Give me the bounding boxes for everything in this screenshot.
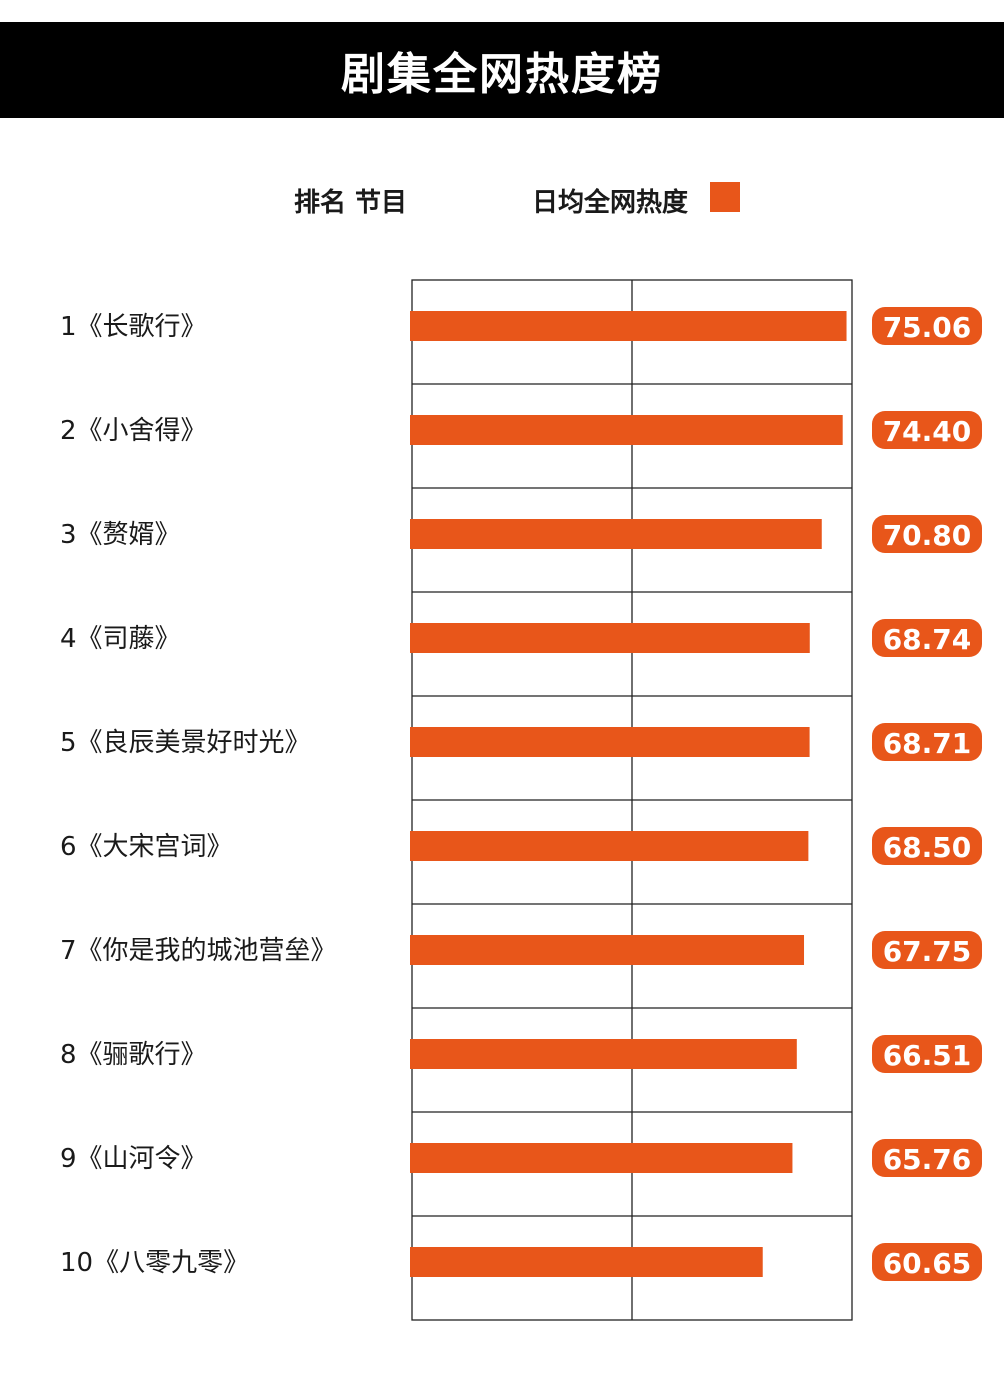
value-badge [872, 723, 982, 761]
value-label: 74.40 [883, 415, 972, 448]
value-badge [872, 931, 982, 969]
category-label: 7《你是我的城池营垒》 [60, 936, 337, 966]
bar [410, 1247, 763, 1277]
value-label: 66.51 [883, 1039, 972, 1072]
category-label: 1《长歌行》 [60, 312, 207, 342]
value-badge [872, 1243, 982, 1281]
value-label: 60.65 [883, 1247, 972, 1280]
bar [410, 415, 843, 445]
value-label: 68.74 [883, 623, 972, 656]
bar [410, 831, 809, 861]
bar [410, 311, 847, 341]
category-label: 9《山河令》 [60, 1144, 207, 1174]
category-label: 5《良辰美景好时光》 [60, 728, 311, 758]
category-label: 3《赘婿》 [60, 520, 181, 550]
value-badge [872, 515, 982, 553]
bar [410, 1039, 797, 1069]
value-label: 68.50 [883, 831, 972, 864]
value-label: 70.80 [883, 519, 972, 552]
value-badge [872, 619, 982, 657]
legend-label: 日均全网热度 [532, 188, 689, 218]
value-label: 68.71 [883, 727, 972, 760]
value-label: 67.75 [883, 935, 972, 968]
bar [410, 519, 822, 549]
bar [410, 935, 805, 965]
category-label: 2《小舍得》 [60, 416, 207, 446]
bar [410, 623, 810, 653]
category-label: 6《大宋宫词》 [60, 832, 233, 862]
value-badge [872, 827, 982, 865]
value-label: 65.76 [883, 1143, 972, 1176]
page-title: 剧集全网热度榜 [341, 49, 663, 100]
category-label: 4《司藤》 [60, 624, 181, 654]
value-label: 75.06 [883, 311, 972, 344]
rank-program-header: 排名 节目 [294, 188, 408, 218]
legend-swatch [710, 182, 740, 212]
value-badge [872, 1139, 982, 1177]
bar [410, 727, 810, 757]
value-badge [872, 411, 982, 449]
value-badge [872, 1035, 982, 1073]
bar [410, 1143, 793, 1173]
title-bar: 剧集全网热度榜 [0, 22, 1004, 118]
category-label: 8《骊歌行》 [60, 1040, 207, 1070]
value-badge [872, 307, 982, 345]
category-label: 10《八零九零》 [60, 1248, 249, 1278]
